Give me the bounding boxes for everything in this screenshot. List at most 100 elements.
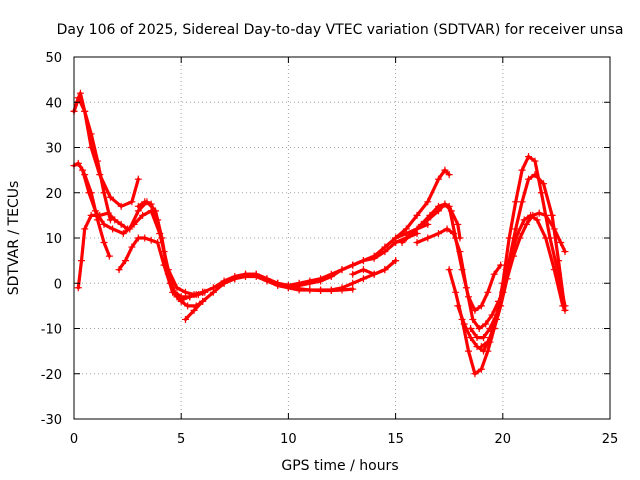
data-point-marker <box>522 220 530 228</box>
data-point-marker <box>542 211 550 219</box>
data-point-marker <box>317 286 325 294</box>
data-point-marker <box>484 338 492 346</box>
data-point-marker <box>141 198 149 206</box>
data-point-marker <box>441 200 449 208</box>
data-point-marker <box>480 347 488 355</box>
data-point-marker <box>445 266 453 274</box>
data-point-marker <box>443 225 451 233</box>
data-point-marker <box>555 270 563 278</box>
data-point-marker <box>510 252 518 260</box>
y-tick-label: 0 <box>54 277 62 292</box>
data-point-marker <box>445 171 453 179</box>
data-series <box>81 171 113 260</box>
data-point-marker <box>199 297 207 305</box>
data-point-marker <box>147 236 155 244</box>
y-tick-label: 50 <box>45 51 62 66</box>
data-point-marker <box>535 209 543 217</box>
data-series <box>284 284 357 294</box>
data-point-marker <box>484 288 492 296</box>
data-point-marker <box>263 275 271 283</box>
data-point-marker <box>109 225 117 233</box>
data-point-marker <box>306 279 314 287</box>
data-point-marker <box>220 279 228 287</box>
data-point-marker <box>473 334 481 342</box>
data-point-marker <box>338 286 346 294</box>
data-point-marker <box>402 225 410 233</box>
y-tick-label: -10 <box>41 323 62 338</box>
data-point-marker <box>121 257 129 265</box>
axis-ticks <box>73 56 611 420</box>
data-point-marker <box>454 302 462 310</box>
data-point-marker <box>475 325 483 332</box>
data-point-marker <box>252 270 260 278</box>
data-point-marker <box>531 157 539 165</box>
data-point-marker <box>392 257 400 265</box>
data-point-marker <box>424 216 432 224</box>
data-point-marker <box>349 285 357 293</box>
data-point-marker <box>464 347 472 355</box>
data-point-marker <box>154 239 162 247</box>
data-point-marker <box>359 275 367 283</box>
x-tick-label: 5 <box>177 432 185 447</box>
data-point-marker <box>467 325 475 332</box>
x-tick-label: 10 <box>280 432 297 447</box>
data-point-marker <box>525 153 533 161</box>
data-point-marker <box>179 295 187 303</box>
data-point-marker <box>537 189 545 197</box>
data-point-marker <box>359 257 367 265</box>
data-point-marker <box>548 211 556 219</box>
data-point-marker <box>173 293 181 301</box>
chart-title: Day 106 of 2025, Sidereal Day-to-day VTE… <box>57 22 624 38</box>
data-point-marker <box>306 286 314 294</box>
data-point-marker <box>370 270 378 278</box>
data-point-marker <box>392 239 400 247</box>
data-point-marker <box>327 272 335 280</box>
data-point-marker <box>181 315 189 323</box>
data-point-marker <box>317 277 325 285</box>
data-point-marker <box>452 288 460 296</box>
data-point-marker <box>471 370 479 378</box>
data-point-marker <box>561 302 569 310</box>
data-point-marker <box>100 189 108 197</box>
data-point-marker <box>413 239 421 247</box>
x-tick-label: 25 <box>602 432 619 447</box>
series-line <box>479 211 567 349</box>
data-point-marker <box>81 225 89 233</box>
data-point-marker <box>434 175 442 183</box>
data-series <box>413 225 503 332</box>
data-point-marker <box>533 216 541 224</box>
data-series <box>392 166 453 242</box>
data-point-marker <box>540 180 548 188</box>
data-point-marker <box>74 159 82 167</box>
data-point-marker <box>190 306 198 314</box>
data-point-marker <box>413 211 421 219</box>
data-point-marker <box>94 157 102 165</box>
y-tick-label: 10 <box>45 232 62 247</box>
x-tick-label: 15 <box>387 432 404 447</box>
data-point-marker <box>516 234 524 242</box>
data-series <box>445 266 498 378</box>
data-point-marker <box>520 216 528 224</box>
data-point-marker <box>242 270 250 278</box>
data-point-marker <box>518 198 526 206</box>
data-point-marker <box>184 302 192 310</box>
data-point-marker <box>349 279 357 287</box>
data-point-marker <box>512 225 520 233</box>
data-point-marker <box>546 234 554 242</box>
series-line <box>447 268 496 376</box>
data-point-marker <box>490 325 498 332</box>
data-point-marker <box>338 266 346 274</box>
data-point-marker <box>94 216 102 224</box>
data-point-marker <box>477 343 485 351</box>
data-point-marker <box>413 225 421 233</box>
data-point-marker <box>561 248 569 256</box>
data-point-marker <box>154 216 162 224</box>
data-point-marker <box>557 239 565 247</box>
data-point-marker <box>192 291 200 299</box>
data-point-marker <box>381 266 389 274</box>
data-point-marker <box>497 261 505 269</box>
data-point-marker <box>497 302 505 310</box>
data-point-marker <box>550 225 558 233</box>
